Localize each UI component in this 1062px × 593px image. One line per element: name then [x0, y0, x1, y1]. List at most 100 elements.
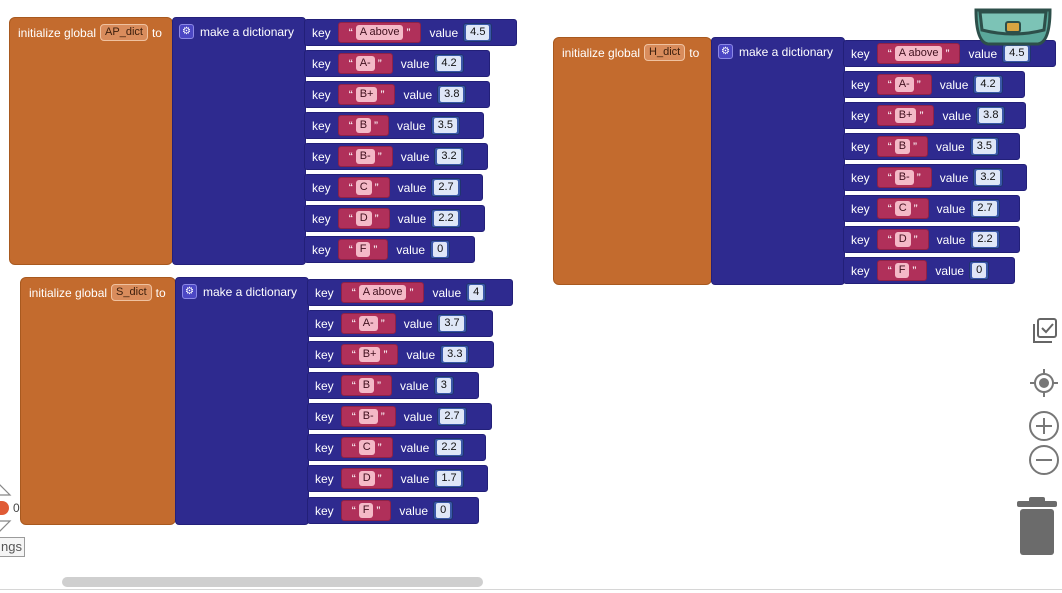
- value-number[interactable]: 0: [433, 242, 448, 257]
- zoom-in-icon[interactable]: [1028, 410, 1060, 442]
- number-block[interactable]: 3.5: [969, 137, 1000, 156]
- number-block[interactable]: 3.5: [430, 116, 461, 135]
- pair-block[interactable]: key “A above” value 4: [307, 279, 513, 306]
- number-block[interactable]: 0: [430, 240, 451, 259]
- value-number[interactable]: 4.5: [1005, 46, 1029, 61]
- pair-block[interactable]: key “B+” value 3.3: [307, 341, 494, 368]
- text-block[interactable]: “B-”: [340, 406, 396, 427]
- number-block[interactable]: 3.2: [434, 147, 464, 166]
- text-block[interactable]: “C”: [337, 177, 390, 198]
- pair-block[interactable]: key “F” value 0: [304, 236, 475, 263]
- pair-block[interactable]: key “A above” value 4.5: [304, 19, 517, 46]
- key-text[interactable]: B-: [358, 409, 378, 424]
- number-block[interactable]: 2.7: [431, 178, 461, 197]
- key-text[interactable]: A-: [358, 316, 378, 331]
- pair-block[interactable]: key “B” value 3.5: [304, 112, 484, 139]
- key-text[interactable]: C: [358, 440, 375, 455]
- value-number[interactable]: 2.7: [973, 201, 997, 216]
- pair-block[interactable]: key “A-” value 4.2: [843, 71, 1025, 98]
- value-number[interactable]: 1.7: [437, 471, 461, 486]
- value-number[interactable]: 3.8: [979, 108, 1003, 123]
- pair-block[interactable]: key “B+” value 3.8: [843, 102, 1026, 129]
- text-block[interactable]: “B+”: [876, 105, 935, 126]
- text-block[interactable]: “C”: [876, 198, 929, 219]
- pair-block[interactable]: key “C” value 2.7: [843, 195, 1020, 222]
- pair-block[interactable]: key “D” value 1.7: [307, 465, 488, 492]
- text-block[interactable]: “A above”: [876, 43, 961, 64]
- pair-block[interactable]: key “A-” value 3.7: [307, 310, 493, 337]
- pair-block[interactable]: key “D” value 2.2: [843, 226, 1020, 253]
- key-text[interactable]: B: [358, 378, 375, 393]
- pair-block[interactable]: key “F” value 0: [843, 257, 1015, 284]
- key-text[interactable]: B-: [894, 170, 914, 185]
- number-block[interactable]: 3.2: [973, 168, 1003, 187]
- text-block[interactable]: “B”: [876, 136, 929, 157]
- key-text[interactable]: A-: [355, 56, 375, 71]
- key-text[interactable]: B+: [355, 87, 378, 102]
- key-text[interactable]: A above: [358, 285, 407, 300]
- horizontal-scrollbar[interactable]: [62, 577, 483, 587]
- text-block[interactable]: “F”: [876, 260, 928, 281]
- gear-icon[interactable]: ⚙: [182, 284, 197, 299]
- value-number[interactable]: 3.7: [440, 316, 464, 331]
- check-all-icon[interactable]: [1031, 317, 1059, 345]
- text-block[interactable]: “C”: [340, 437, 393, 458]
- pair-block[interactable]: key “B” value 3.5: [843, 133, 1020, 160]
- gear-icon[interactable]: ⚙: [179, 24, 194, 39]
- pair-block[interactable]: key “B-” value 3.2: [304, 143, 488, 170]
- value-number[interactable]: 3.3: [443, 347, 467, 362]
- value-number[interactable]: 2.2: [437, 440, 461, 455]
- number-block[interactable]: 2.2: [970, 230, 1000, 249]
- number-block[interactable]: 1.7: [434, 469, 464, 488]
- text-block[interactable]: “B+”: [337, 84, 396, 105]
- text-block[interactable]: “D”: [876, 229, 929, 250]
- pair-block[interactable]: key “A-” value 4.2: [304, 50, 490, 77]
- value-number[interactable]: 0: [972, 263, 987, 278]
- variable-name-field[interactable]: H_dict: [644, 44, 686, 61]
- center-target-icon[interactable]: [1029, 368, 1059, 398]
- number-block[interactable]: 0: [969, 261, 990, 280]
- number-block[interactable]: 4: [466, 283, 487, 302]
- value-number[interactable]: 4.2: [976, 77, 1000, 92]
- pair-block[interactable]: key “B-” value 3.2: [843, 164, 1027, 191]
- init-global-h-dict-block[interactable]: initialize global H_dict to: [553, 37, 712, 285]
- text-block[interactable]: “D”: [340, 468, 393, 489]
- init-global-s-dict-block[interactable]: initialize global S_dict to: [20, 277, 176, 525]
- make-dictionary-block[interactable]: ⚙ make a dictionary: [711, 37, 845, 285]
- value-number[interactable]: 4.5: [466, 25, 490, 40]
- key-text[interactable]: F: [894, 263, 910, 278]
- variable-name-field[interactable]: S_dict: [111, 284, 152, 301]
- pair-block[interactable]: key “C” value 2.2: [307, 434, 486, 461]
- key-text[interactable]: B: [355, 118, 372, 133]
- value-number[interactable]: 3.2: [437, 149, 461, 164]
- text-block[interactable]: “A-”: [876, 74, 932, 95]
- pair-block[interactable]: key “B+” value 3.8: [304, 81, 490, 108]
- text-block[interactable]: “B+”: [340, 344, 399, 365]
- key-text[interactable]: D: [355, 211, 372, 226]
- text-block[interactable]: “B-”: [337, 146, 393, 167]
- number-block[interactable]: 2.7: [970, 199, 1000, 218]
- key-text[interactable]: F: [358, 503, 374, 518]
- key-text[interactable]: C: [355, 180, 372, 195]
- number-block[interactable]: 3.7: [437, 314, 467, 333]
- number-block[interactable]: 3: [433, 376, 454, 395]
- pair-block[interactable]: key “B” value 3: [307, 372, 479, 399]
- key-text[interactable]: C: [894, 201, 911, 216]
- value-number[interactable]: 3.2: [976, 170, 1000, 185]
- number-block[interactable]: 4.5: [463, 23, 493, 42]
- value-number[interactable]: 2.7: [434, 180, 458, 195]
- text-block[interactable]: “F”: [340, 500, 392, 521]
- make-dictionary-block[interactable]: ⚙ make a dictionary: [172, 17, 306, 265]
- text-block[interactable]: “F”: [337, 239, 389, 260]
- variable-name-field[interactable]: AP_dict: [100, 24, 148, 41]
- key-text[interactable]: A above: [355, 25, 404, 40]
- error-indicator[interactable]: 0: [0, 501, 20, 515]
- gear-icon[interactable]: ⚙: [718, 44, 733, 59]
- value-number[interactable]: 2.2: [973, 232, 997, 247]
- text-block[interactable]: “B-”: [876, 167, 932, 188]
- trash-icon[interactable]: [1015, 497, 1059, 557]
- key-text[interactable]: F: [355, 242, 371, 257]
- text-block[interactable]: “A-”: [337, 53, 393, 74]
- number-block[interactable]: 4.2: [434, 54, 464, 73]
- number-block[interactable]: 3.3: [440, 345, 470, 364]
